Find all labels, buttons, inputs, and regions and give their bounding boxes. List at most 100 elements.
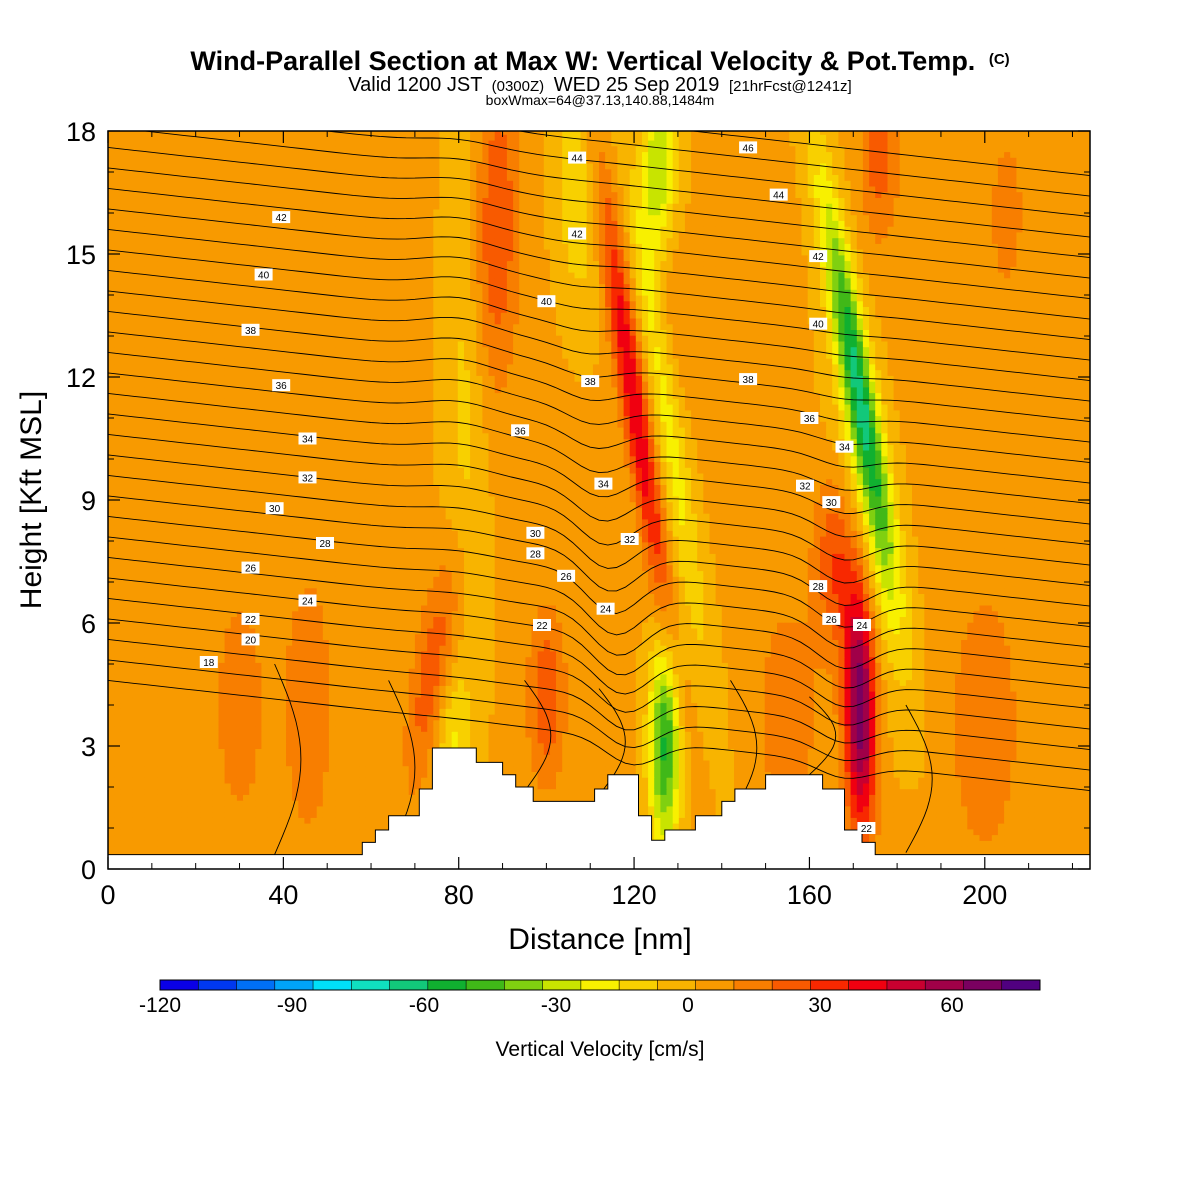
field-cell bbox=[316, 823, 324, 830]
field-cell bbox=[611, 748, 618, 755]
field-cell bbox=[918, 771, 925, 778]
field-cell bbox=[605, 708, 612, 715]
field-cell bbox=[678, 788, 686, 795]
field-cell bbox=[519, 777, 526, 784]
field-cell bbox=[942, 817, 950, 824]
field-cell bbox=[666, 719, 674, 727]
field-cell bbox=[635, 811, 643, 818]
field-cell bbox=[654, 725, 661, 732]
field-cell bbox=[948, 754, 956, 761]
field-cell bbox=[734, 708, 741, 715]
field-cell bbox=[267, 817, 275, 824]
field-cell bbox=[298, 748, 305, 755]
field-cell bbox=[138, 737, 146, 744]
field-cell bbox=[224, 828, 232, 836]
field-cell bbox=[408, 742, 416, 749]
field-cell bbox=[1034, 782, 1042, 790]
field-cell bbox=[506, 748, 514, 755]
field-cell bbox=[617, 742, 625, 749]
field-cell bbox=[175, 702, 183, 709]
field-cell bbox=[200, 811, 207, 818]
field-cell bbox=[862, 765, 870, 772]
field-cell bbox=[193, 714, 201, 721]
field-cell bbox=[905, 696, 913, 704]
field-cell bbox=[200, 742, 207, 749]
field-cell bbox=[378, 702, 385, 709]
field-cell bbox=[298, 685, 305, 692]
field-cell bbox=[758, 771, 766, 778]
field-cell bbox=[758, 782, 766, 790]
field-cell bbox=[378, 771, 385, 778]
field-cell bbox=[304, 771, 312, 778]
field-cell bbox=[1022, 765, 1030, 772]
field-cell bbox=[703, 788, 710, 795]
field-cell bbox=[586, 737, 594, 744]
field-cell bbox=[752, 759, 760, 767]
field-cell bbox=[678, 800, 686, 807]
field-cell bbox=[236, 691, 244, 698]
field-cell bbox=[114, 777, 121, 784]
field-cell bbox=[1022, 840, 1030, 847]
field-cell bbox=[592, 759, 600, 767]
field-cell bbox=[715, 788, 723, 795]
field-cell bbox=[108, 725, 115, 732]
field-cell bbox=[869, 788, 876, 795]
field-cell bbox=[961, 731, 968, 738]
field-cell bbox=[660, 702, 668, 709]
field-cell bbox=[433, 702, 440, 709]
field-cell bbox=[1022, 805, 1030, 813]
field-cell bbox=[930, 834, 938, 841]
field-cell bbox=[187, 823, 195, 830]
field-cell bbox=[298, 788, 305, 795]
field-cell bbox=[648, 788, 655, 795]
field-cell bbox=[151, 685, 158, 692]
field-cell bbox=[218, 782, 226, 790]
field-cell bbox=[304, 828, 312, 836]
field-cell bbox=[457, 708, 465, 715]
field-cell bbox=[1016, 725, 1024, 732]
field-cell bbox=[574, 748, 582, 755]
field-cell bbox=[795, 737, 803, 744]
field-cell bbox=[697, 731, 704, 738]
field-cell bbox=[488, 691, 496, 698]
field-cell bbox=[230, 754, 238, 761]
field-cell bbox=[316, 828, 324, 836]
field-cell bbox=[525, 691, 533, 698]
field-cell bbox=[697, 748, 704, 755]
field-cell bbox=[997, 840, 1005, 847]
field-cell bbox=[1034, 765, 1042, 772]
field-cell bbox=[433, 731, 440, 738]
field-cell bbox=[918, 788, 925, 795]
field-cell bbox=[678, 794, 686, 801]
field-cell bbox=[973, 800, 981, 807]
field-cell bbox=[997, 748, 1005, 755]
field-cell bbox=[967, 708, 974, 715]
field-cell bbox=[1028, 782, 1036, 790]
field-cell bbox=[310, 846, 318, 853]
field-cell bbox=[924, 777, 931, 784]
field-cell bbox=[316, 714, 324, 721]
field-cell bbox=[617, 737, 625, 744]
field-cell bbox=[224, 737, 232, 744]
field-cell bbox=[801, 719, 809, 727]
field-cell bbox=[654, 737, 661, 744]
field-cell bbox=[869, 714, 876, 721]
field-cell bbox=[684, 805, 692, 813]
field-cell bbox=[592, 696, 600, 704]
field-cell bbox=[991, 846, 999, 853]
field-cell bbox=[807, 714, 815, 721]
field-cell bbox=[341, 719, 348, 727]
field-cell bbox=[654, 754, 661, 761]
field-cell bbox=[899, 788, 907, 795]
field-cell bbox=[611, 696, 618, 704]
field-cell bbox=[494, 691, 502, 698]
field-cell bbox=[138, 765, 146, 772]
field-cell bbox=[230, 782, 238, 790]
field-cell bbox=[193, 748, 201, 755]
field-cell bbox=[777, 691, 784, 698]
field-cell bbox=[985, 817, 993, 824]
field-cell bbox=[721, 714, 729, 721]
field-cell bbox=[328, 708, 336, 715]
field-cell bbox=[549, 708, 557, 715]
field-cell bbox=[820, 708, 827, 715]
